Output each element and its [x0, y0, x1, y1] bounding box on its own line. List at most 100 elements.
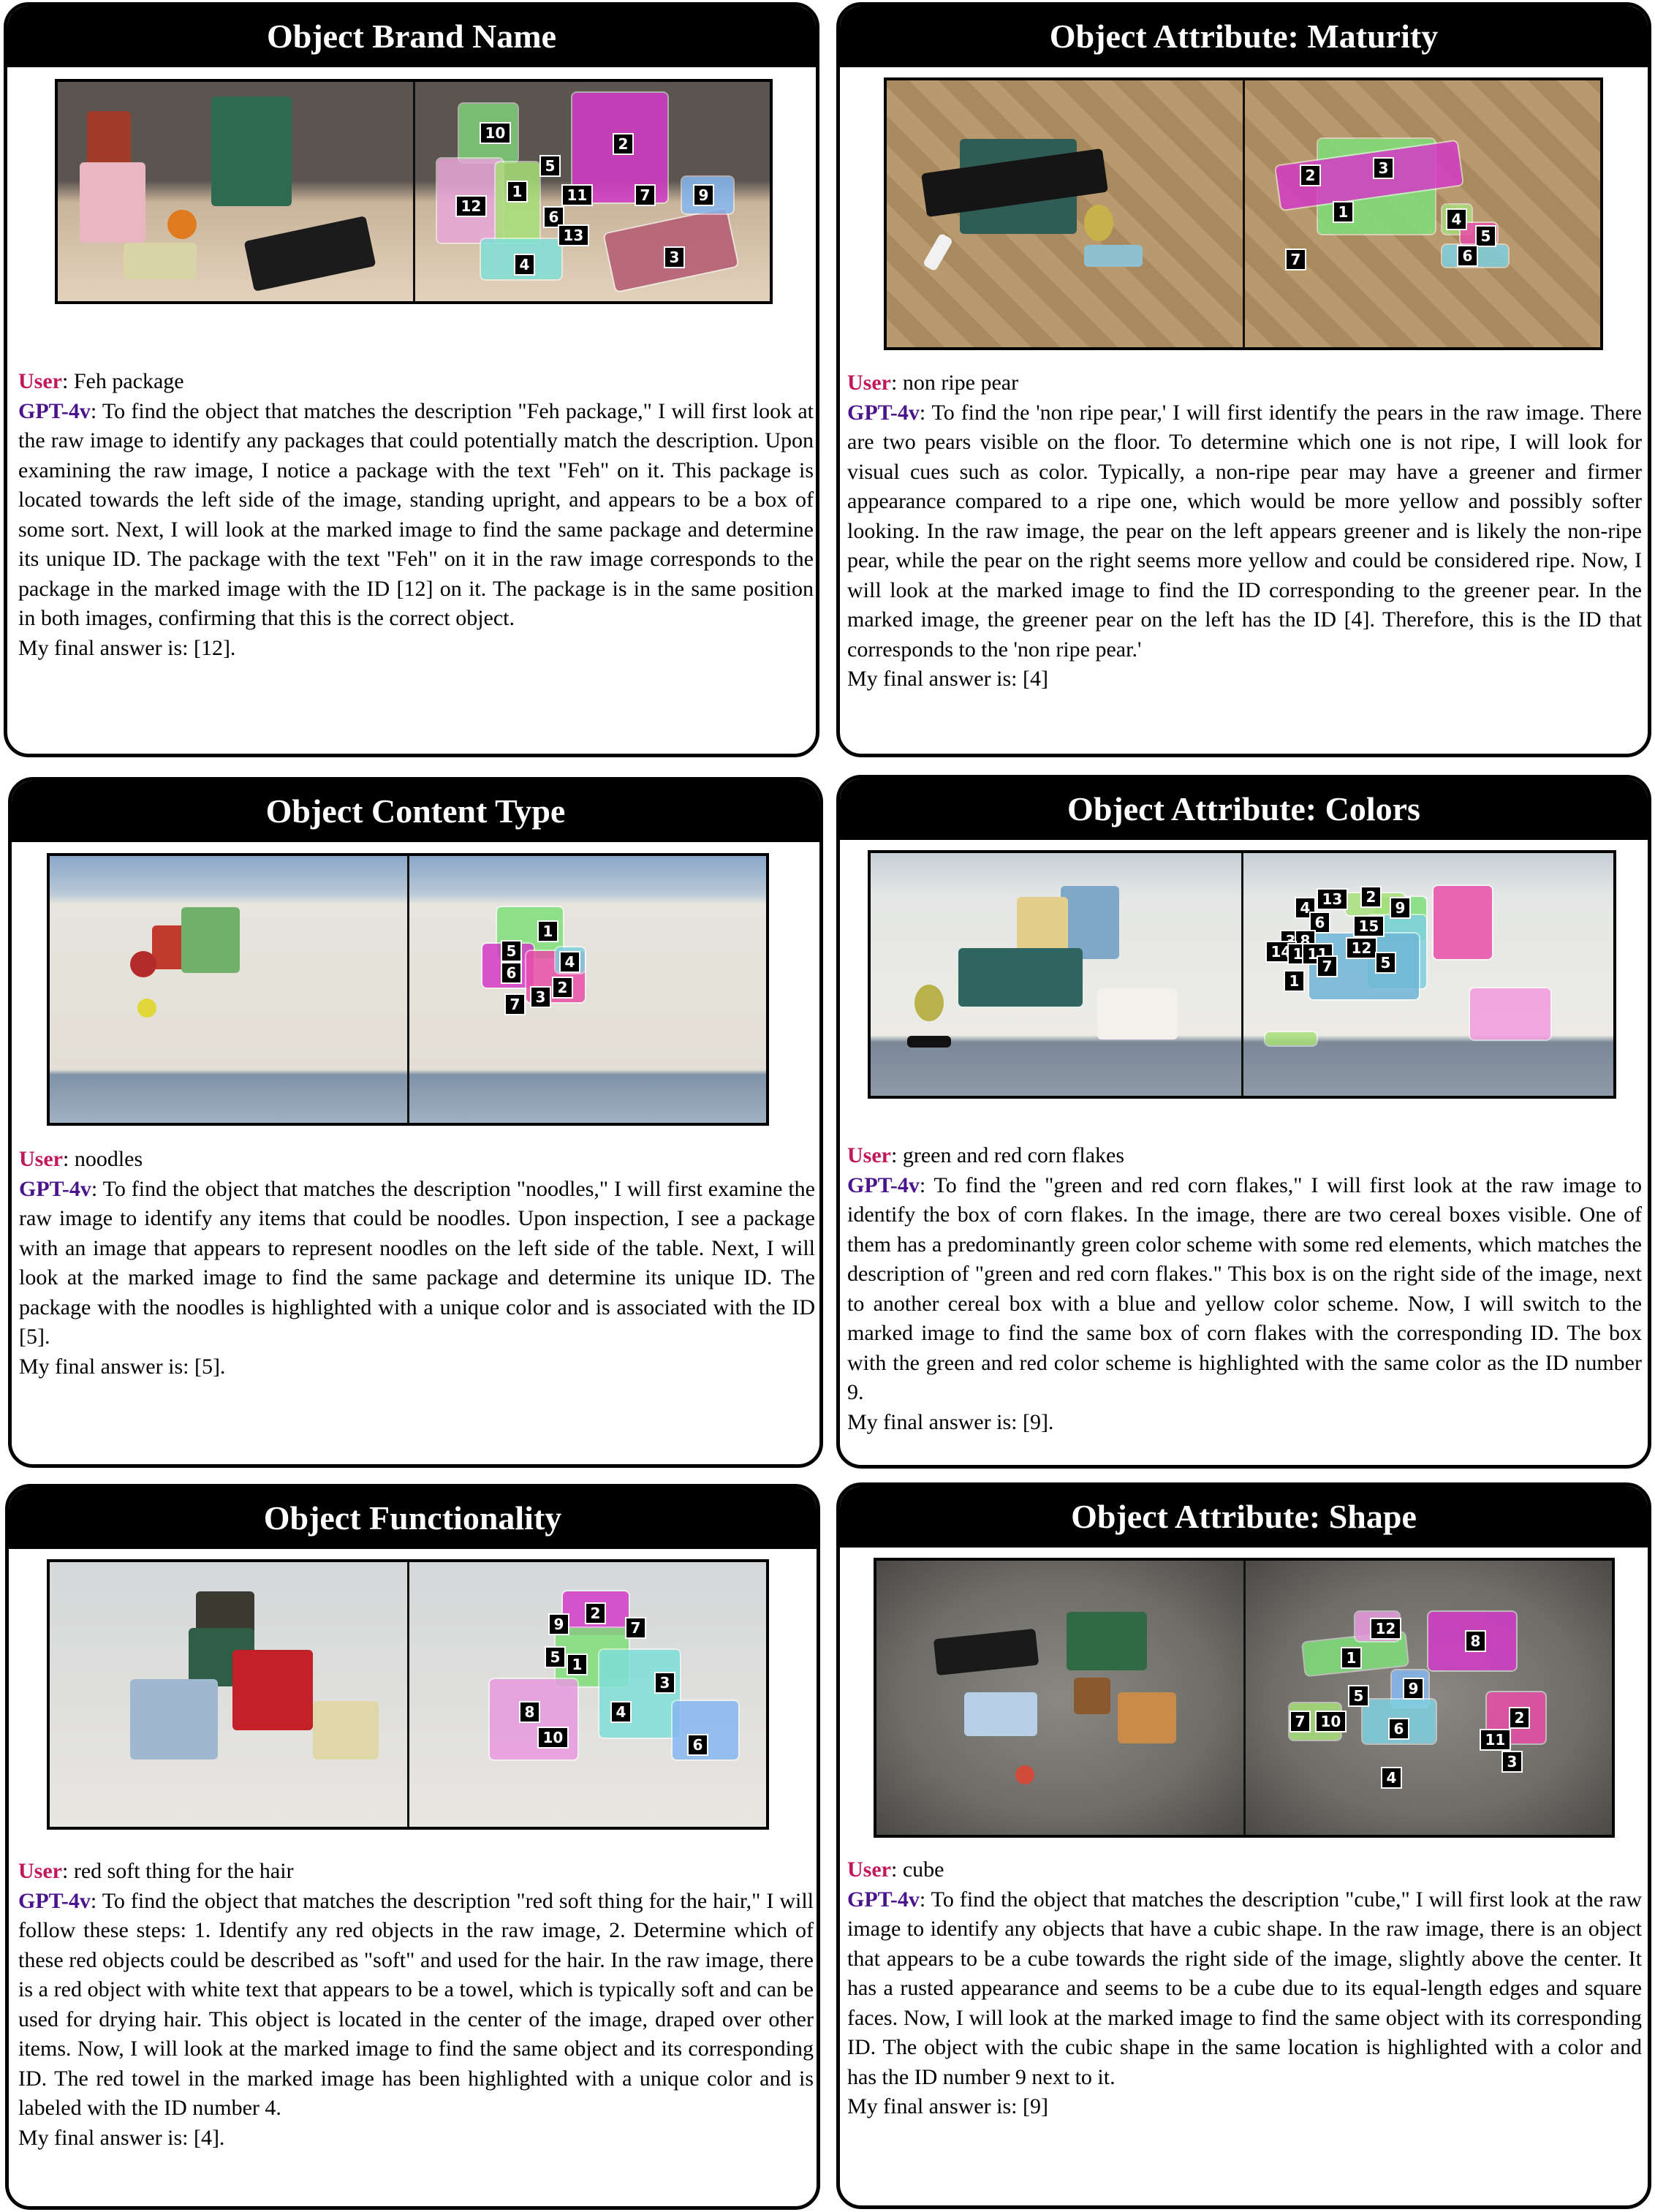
- final-answer: My final answer is: [4]: [847, 667, 1048, 691]
- gpt-turn: GPT-4v: To find the object that matches …: [19, 1176, 816, 1349]
- final-answer: My final answer is: [12].: [18, 635, 236, 660]
- marked-image: 2 9 7 5 1 3 8 4 10 6: [406, 1562, 766, 1827]
- user-query: cube: [902, 1857, 944, 1882]
- feh-package: [80, 162, 145, 243]
- figure-content-type: 1 5 6 4 2 3 7: [47, 853, 769, 1126]
- panel-title: Object Brand Name: [7, 6, 816, 67]
- id-label: 12: [1345, 937, 1378, 959]
- id-label: 4: [1445, 208, 1468, 230]
- id-label: 7: [504, 993, 526, 1015]
- id-label: 2: [584, 1602, 607, 1624]
- raw-image: [876, 1561, 1243, 1835]
- raw-image: [50, 856, 407, 1123]
- bag: [130, 1679, 218, 1760]
- id-label: 12: [1369, 1618, 1402, 1640]
- id-label: 13: [1316, 888, 1349, 910]
- user-label: User: [847, 1143, 891, 1167]
- id-label: 7: [624, 1617, 647, 1639]
- dialogue-shape: User: cube GPT-4v: To find the object th…: [847, 1855, 1642, 2122]
- id-label: 10: [537, 1727, 569, 1749]
- dialogue-functionality: User: red soft thing for the hair GPT-4v…: [18, 1857, 814, 2153]
- box: [1118, 1692, 1176, 1743]
- id-label: 3: [1372, 157, 1395, 179]
- id-label: 10: [1314, 1711, 1347, 1732]
- user-label: User: [18, 369, 62, 393]
- id-label: 3: [1501, 1751, 1523, 1773]
- panel-title: Object Attribute: Maturity: [840, 6, 1648, 67]
- id-label: 12: [455, 195, 488, 217]
- user-turn: User: noodles: [19, 1147, 143, 1171]
- id-label: 8: [1464, 1630, 1487, 1652]
- ball: [1015, 1765, 1034, 1784]
- marked-image: 10 2 5 1 11 7 9 12 6 13 4 3: [412, 82, 770, 301]
- mask: [1265, 1032, 1317, 1045]
- id-label: 2: [1508, 1707, 1531, 1729]
- mask: [599, 1650, 680, 1738]
- user-query: non ripe pear: [902, 371, 1019, 395]
- user-label: User: [18, 1859, 62, 1883]
- final-answer: My final answer is: [9].: [847, 1409, 1054, 1434]
- id-label: 10: [479, 122, 512, 144]
- id-label: 7: [1284, 249, 1307, 270]
- id-label: 1: [1340, 1647, 1363, 1669]
- keyboard: [933, 1628, 1039, 1676]
- binder: [1067, 1612, 1147, 1670]
- small-box: [124, 243, 197, 279]
- gpt-response: To find the object that matches the desc…: [18, 398, 814, 631]
- id-label: 2: [1360, 886, 1382, 908]
- id-label: 4: [558, 951, 581, 973]
- id-label: 4: [1380, 1767, 1403, 1789]
- gpt-response: To find the 'non ripe pear,' I will firs…: [847, 400, 1642, 662]
- id-label: 7: [1289, 1711, 1311, 1732]
- orange: [167, 210, 197, 239]
- panel-title: Object Content Type: [12, 781, 819, 842]
- gpt-turn: GPT-4v: To find the 'non ripe pear,' I w…: [847, 400, 1642, 662]
- dialogue-colors: User: green and red corn flakes GPT-4v: …: [847, 1141, 1642, 1437]
- gpt-response: To find the object that matches the desc…: [847, 1887, 1643, 2089]
- id-label: 3: [654, 1672, 676, 1694]
- box: [964, 1692, 1037, 1736]
- id-label: 9: [1402, 1678, 1425, 1700]
- gpt-label: GPT-4v: [847, 1173, 920, 1197]
- gpt-turn: GPT-4v: To find the object that matches …: [18, 398, 814, 631]
- final-answer: My final answer is: [9]: [847, 2094, 1048, 2118]
- keyboard: [243, 216, 376, 292]
- gpt-response: To find the object that matches the desc…: [19, 1176, 816, 1349]
- panel-title: Object Attribute: Shape: [840, 1486, 1648, 1548]
- final-answer: My final answer is: [4].: [18, 2125, 225, 2150]
- pear: [1084, 205, 1113, 241]
- flashlight: [907, 1036, 951, 1048]
- dialogue-maturity: User: non ripe pear GPT-4v: To find the …: [847, 368, 1642, 694]
- gpt-turn: GPT-4v: To find the "green and red corn …: [847, 1173, 1643, 1405]
- panel-title: Object Attribute: Colors: [840, 779, 1648, 840]
- marked-image: 1 5 6 4 2 3 7: [406, 856, 766, 1123]
- id-label: 5: [1347, 1685, 1370, 1707]
- binder: [211, 96, 292, 206]
- gpt-label: GPT-4v: [18, 398, 91, 423]
- id-label: 3: [663, 246, 686, 268]
- id-label: 8: [518, 1701, 541, 1723]
- gpt-label: GPT-4v: [847, 1887, 920, 1912]
- id-label: 5: [539, 155, 561, 177]
- cereal-box: [181, 907, 240, 973]
- panel-title: Object Functionality: [9, 1488, 817, 1549]
- id-label: 4: [513, 254, 536, 276]
- id-label: 1: [1332, 201, 1355, 223]
- user-turn: User: Feh package: [18, 369, 184, 393]
- user-turn: User: red soft thing for the hair: [18, 1859, 294, 1883]
- id-label: 3: [529, 986, 552, 1008]
- marker: [922, 232, 954, 272]
- gpt-label: GPT-4v: [19, 1176, 91, 1201]
- pear: [914, 985, 944, 1021]
- user-turn: User: green and red corn flakes: [847, 1143, 1125, 1167]
- apple: [130, 951, 156, 977]
- figure-maturity: 2 3 1 4 5 6 7: [884, 77, 1603, 350]
- marked-image: 4 13 2 9 6 15 3 8 14 10 11 12 7 1 5: [1241, 853, 1613, 1096]
- id-label: 2: [1299, 164, 1322, 186]
- raw-image: [58, 82, 413, 301]
- id-label: 5: [1474, 225, 1497, 247]
- user-query: green and red corn flakes: [902, 1143, 1125, 1167]
- id-label: 4: [610, 1701, 632, 1723]
- gpt-response: To find the object that matches the desc…: [18, 1888, 814, 2121]
- user-query: red soft thing for the hair: [73, 1859, 294, 1883]
